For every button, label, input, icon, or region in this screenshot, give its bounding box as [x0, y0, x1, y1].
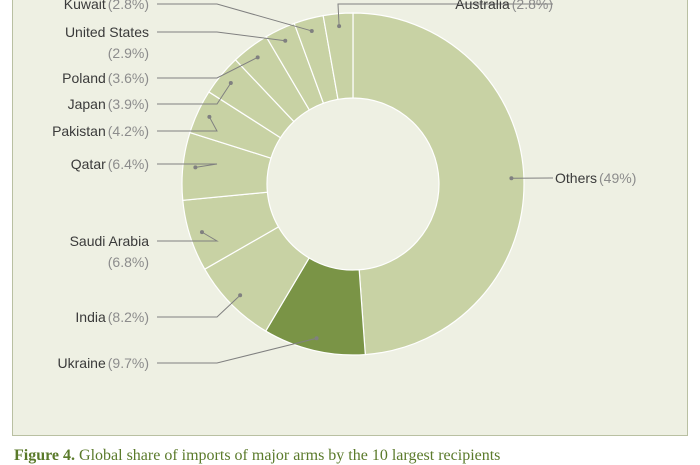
label-pct-japan: (3.9%) [108, 96, 149, 112]
label-pct-others: (49%) [599, 170, 636, 186]
caption-text: Global share of imports of major arms by… [79, 447, 500, 464]
label-kuwait: Kuwait(2.8%) [64, 0, 149, 12]
label-pct-saudi-arabia: (6.8%) [108, 254, 149, 270]
label-name-poland: Poland [62, 70, 106, 86]
label-poland: Poland(3.6%) [62, 70, 149, 86]
label-australia: Australia(2.8%) [455, 0, 553, 12]
label-saudi-arabia: Saudi Arabia [70, 233, 150, 249]
label-pct-australia: (2.8%) [512, 0, 553, 12]
label-name-kuwait: Kuwait [64, 0, 106, 12]
label-name-australia: Australia [455, 0, 510, 12]
label-india: India(8.2%) [75, 309, 149, 325]
label-japan: Japan(3.9%) [68, 96, 149, 112]
label-pct-united-states: (2.9%) [108, 45, 149, 61]
label-pct-poland: (3.6%) [108, 70, 149, 86]
label-name-pakistan: Pakistan [52, 123, 106, 139]
leader-dot-poland [256, 55, 260, 59]
label-name-india: India [75, 309, 106, 325]
label-name-saudi-arabia: Saudi Arabia [70, 233, 150, 249]
leader-dot-india [238, 293, 242, 297]
label-pct-kuwait: (2.8%) [108, 0, 149, 12]
leader-dot-australia [337, 24, 341, 28]
label-pakistan: Pakistan(4.2%) [52, 123, 149, 139]
label-name-united-states: United States [65, 24, 149, 40]
label-united-states: United States [65, 24, 149, 40]
label-pct-qatar: (6.4%) [108, 156, 149, 172]
figure-caption: Figure 4. Global share of imports of maj… [14, 447, 694, 465]
leader-dot-saudi-arabia [200, 230, 204, 234]
leader-dot-pakistan [207, 115, 211, 119]
donut-slices [182, 13, 524, 355]
label-pct-ukraine: (9.7%) [108, 355, 149, 371]
figure-number: Figure 4. [14, 447, 75, 464]
leader-dot-united-states [283, 39, 287, 43]
leader-dot-japan [229, 81, 233, 85]
label-name-qatar: Qatar [71, 156, 106, 172]
label-name-japan: Japan [68, 96, 106, 112]
label-pct-india: (8.2%) [108, 309, 149, 325]
label-qatar: Qatar(6.4%) [71, 156, 149, 172]
leader-dot-qatar [193, 165, 197, 169]
leader-dot-others [509, 176, 513, 180]
leader-dot-ukraine [315, 336, 319, 340]
label-ukraine: Ukraine(9.7%) [58, 355, 149, 371]
label-pct-pakistan: (4.2%) [108, 123, 149, 139]
label-others: Others(49%) [555, 170, 636, 186]
label-name-others: Others [555, 170, 597, 186]
label-name-ukraine: Ukraine [58, 355, 106, 371]
leader-dot-kuwait [310, 29, 314, 33]
slice-others [353, 13, 524, 355]
